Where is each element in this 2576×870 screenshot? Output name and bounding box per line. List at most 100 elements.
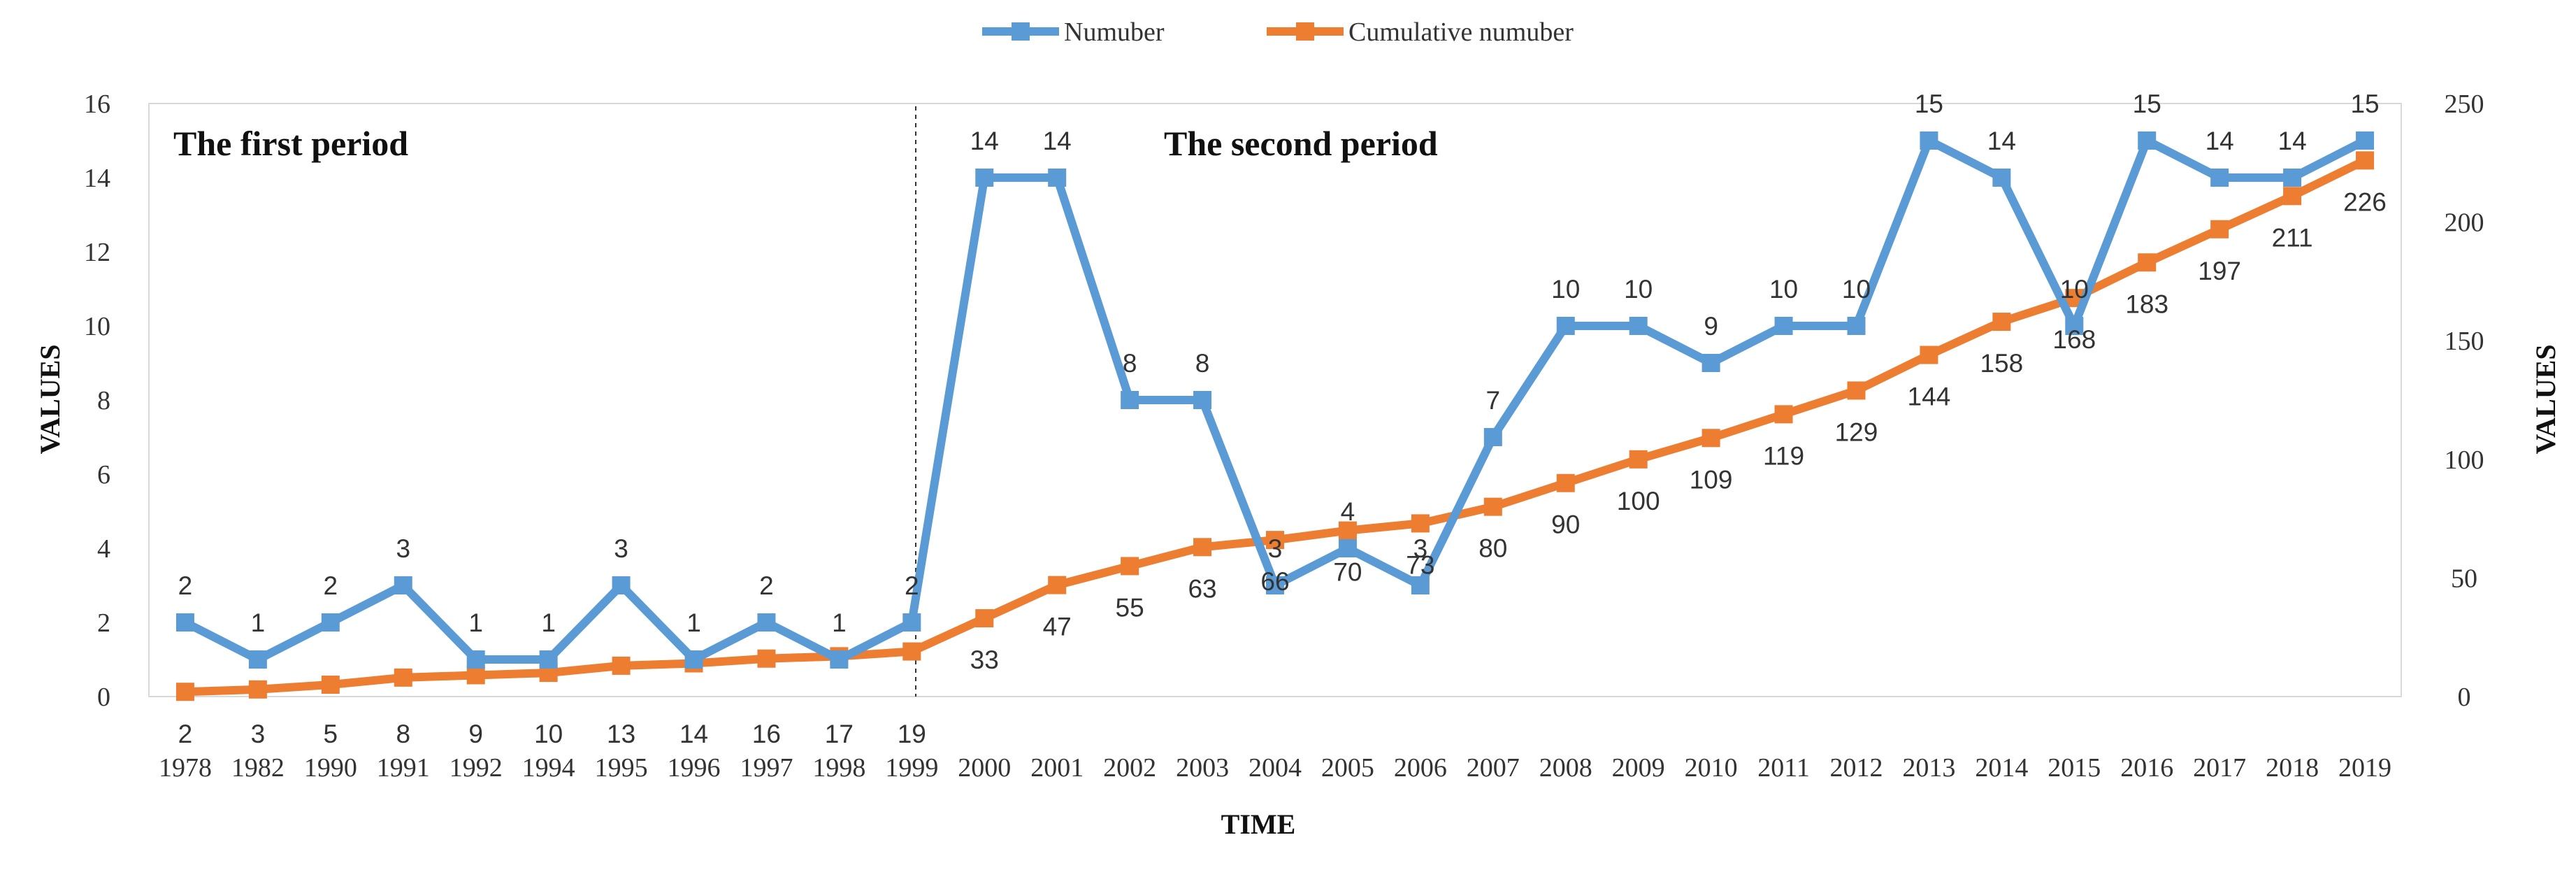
data-label-cumulative: 10 xyxy=(534,720,563,748)
series-layer xyxy=(175,131,2375,701)
marker-numuber xyxy=(2138,131,2157,150)
left-tick-label: 16 xyxy=(84,90,110,119)
x-tick-label: 1994 xyxy=(522,753,575,783)
marker-numuber xyxy=(466,650,485,669)
legend-item-numuber: Numuber xyxy=(982,17,1165,47)
data-label-numuber: 2 xyxy=(324,571,338,600)
data-label-cumulative: 8 xyxy=(396,720,410,748)
marker-numuber xyxy=(1483,428,1502,446)
data-label-numuber: 14 xyxy=(970,127,999,155)
x-tick-label: 2013 xyxy=(1902,753,1955,783)
marker-cumulative xyxy=(1483,497,1502,516)
x-tick-label: 1997 xyxy=(740,753,793,783)
legend-marker-cumulative xyxy=(1296,22,1314,41)
data-label-numuber: 10 xyxy=(1769,275,1798,304)
data-label-numuber: 3 xyxy=(1413,534,1428,563)
right-tick-label: 0 xyxy=(2458,683,2471,712)
left-tick-label: 6 xyxy=(97,460,110,490)
data-label-cumulative: 129 xyxy=(1835,418,1878,446)
right-tick-label: 250 xyxy=(2445,90,2484,119)
x-tick-label: 2004 xyxy=(1249,753,1302,783)
x-tick-label: 2014 xyxy=(1975,753,2028,783)
x-tick-label: 1991 xyxy=(377,753,430,783)
left-tick-label: 4 xyxy=(97,534,110,564)
marker-numuber xyxy=(1266,576,1284,594)
data-label-cumulative: 197 xyxy=(2198,257,2241,285)
data-label-numuber: 14 xyxy=(1043,127,1072,155)
right-tick-label: 100 xyxy=(2445,445,2484,475)
data-label-numuber: 1 xyxy=(468,608,483,637)
right-axis-title: VALUES xyxy=(2530,344,2561,454)
data-label-numuber: 10 xyxy=(1842,275,1871,304)
marker-numuber xyxy=(2065,317,2084,335)
first-period-label: The first period xyxy=(173,124,408,163)
x-tick-label: 2001 xyxy=(1030,753,1084,783)
marker-cumulative xyxy=(394,668,412,687)
data-label-numuber: 1 xyxy=(686,608,701,637)
marker-cumulative xyxy=(975,609,994,628)
x-tick-label: 1978 xyxy=(159,753,212,783)
second-period-label: The second period xyxy=(1164,124,1438,163)
right-tick-label: 50 xyxy=(2451,564,2477,593)
legend-label-cumulative: Cumulative numuber xyxy=(1348,17,1574,47)
marker-numuber xyxy=(1847,317,1866,335)
marker-numuber xyxy=(539,650,558,669)
marker-numuber xyxy=(684,650,703,669)
data-label-numuber: 15 xyxy=(2350,90,2379,118)
legend-marker-numuber xyxy=(1012,22,1030,41)
marker-cumulative xyxy=(1193,538,1212,557)
right-tick-label: 150 xyxy=(2445,327,2484,356)
marker-numuber xyxy=(175,613,194,632)
data-label-cumulative: 70 xyxy=(1333,558,1362,587)
x-tick-label: 2011 xyxy=(1757,753,1810,783)
left-tick-label: 8 xyxy=(97,386,110,415)
marker-cumulative xyxy=(2138,253,2157,272)
x-tick-label: 2015 xyxy=(2048,753,2101,783)
data-label-cumulative: 2 xyxy=(178,720,193,748)
marker-cumulative xyxy=(612,656,631,675)
data-label-numuber: 10 xyxy=(1551,275,1580,304)
data-label-cumulative: 5 xyxy=(324,720,338,748)
marker-cumulative xyxy=(248,680,267,699)
marker-cumulative xyxy=(1338,521,1357,540)
data-label-numuber: 8 xyxy=(1123,349,1137,378)
marker-numuber xyxy=(975,169,994,187)
marker-numuber xyxy=(1338,539,1357,557)
x-tick-label: 1996 xyxy=(668,753,721,783)
marker-cumulative xyxy=(2356,151,2375,170)
marker-numuber xyxy=(1556,317,1575,335)
x-tick-label: 2005 xyxy=(1321,753,1374,783)
marker-cumulative xyxy=(1629,450,1648,469)
marker-cumulative xyxy=(1774,405,1793,424)
data-label-cumulative: 55 xyxy=(1116,593,1144,622)
marker-cumulative xyxy=(175,683,194,701)
left-axis-title: VALUES xyxy=(34,344,66,454)
x-tick-label: 2009 xyxy=(1612,753,1665,783)
data-label-numuber: 7 xyxy=(1486,386,1501,415)
data-label-numuber: 15 xyxy=(2133,90,2161,118)
x-tick-label: 2017 xyxy=(2193,753,2246,783)
data-label-numuber: 14 xyxy=(2278,127,2307,155)
x-tick-label: 2000 xyxy=(958,753,1011,783)
data-label-numuber: 14 xyxy=(1987,127,2016,155)
marker-cumulative xyxy=(902,642,921,661)
data-label-cumulative: 66 xyxy=(1260,567,1289,596)
marker-numuber xyxy=(1411,576,1430,594)
data-label-cumulative: 158 xyxy=(1980,349,2023,378)
data-label-numuber: 3 xyxy=(1268,534,1283,563)
data-label-cumulative: 119 xyxy=(1763,441,1804,470)
data-label-numuber: 3 xyxy=(614,534,628,563)
right-tick-label: 200 xyxy=(2445,208,2484,238)
data-label-numuber: 1 xyxy=(251,608,266,637)
x-axis-title: TIME xyxy=(1221,808,1296,840)
data-label-cumulative: 47 xyxy=(1043,613,1072,641)
data-label-cumulative: 13 xyxy=(607,720,635,748)
x-tick-label: 1998 xyxy=(812,753,865,783)
marker-cumulative xyxy=(1266,531,1284,550)
data-label-cumulative: 16 xyxy=(752,720,781,748)
x-tick-label: 2012 xyxy=(1829,753,1883,783)
data-label-cumulative: 63 xyxy=(1188,574,1216,603)
x-tick-label: 1992 xyxy=(449,753,503,783)
